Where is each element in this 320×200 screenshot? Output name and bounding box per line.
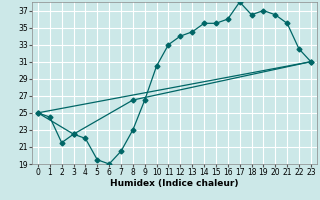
X-axis label: Humidex (Indice chaleur): Humidex (Indice chaleur) — [110, 179, 239, 188]
